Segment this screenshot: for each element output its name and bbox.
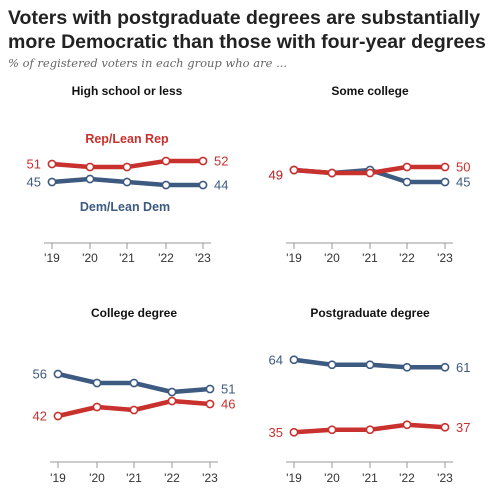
x-tick-label: '20 [89,471,105,485]
panel-title: Some college [331,84,409,98]
value-label-start: 35 [269,425,283,440]
data-point-rep [327,425,337,435]
data-point-dem [198,180,208,190]
data-point-rep [85,162,95,172]
value-label-start: 64 [269,352,283,367]
data-point-rep [402,420,412,430]
panel-title: Postgraduate degree [310,306,430,320]
data-point-dem [129,378,139,388]
data-point-dem [327,360,337,370]
data-point-dem [440,362,450,372]
x-tick-label: '19 [44,251,60,265]
data-point-dem [167,387,177,397]
value-label-end: 44 [214,178,228,193]
value-label-start: 56 [33,367,47,382]
data-point-rep [122,162,132,172]
x-tick-label: '23 [195,251,211,265]
data-point-rep [440,162,450,172]
data-point-rep [365,425,375,435]
value-label-start: 51 [27,157,41,172]
x-tick-label: '23 [202,471,218,485]
x-tick-label: '21 [119,251,135,265]
value-label-end: 46 [221,397,235,412]
value-label-end: 51 [221,382,235,397]
data-point-rep [198,156,208,166]
chart-subtitle: % of registered voters in each group who… [8,56,288,70]
data-point-rep [327,168,337,178]
data-point-dem [122,177,132,187]
data-point-dem [85,174,95,184]
data-point-rep [402,162,412,172]
value-label-start: 45 [27,175,41,190]
x-tick-label: '22 [158,251,174,265]
x-tick-label: '22 [399,471,415,485]
x-tick-label: '19 [286,471,302,485]
x-tick-label: '22 [399,251,415,265]
x-tick-label: '23 [437,471,453,485]
data-point-dem [205,384,215,394]
data-point-rep [167,396,177,406]
x-tick-label: '19 [50,471,66,485]
value-label-end: 52 [214,154,228,169]
value-label-end: 50 [456,160,470,175]
panel-3: College degree '19 '20 '21 '22 '23 56 51 42 46 [33,306,236,485]
value-label-end: 61 [456,360,470,375]
data-point-dem [289,355,299,365]
data-point-rep [92,402,102,412]
data-point-rep [161,156,171,166]
data-point-dem [53,369,63,379]
panel-1: High school or less '19 '20 '21 '22 '23 45 44 51… [27,84,229,265]
x-tick-label: '21 [362,471,378,485]
data-point-dem [402,362,412,372]
data-point-rep [47,159,57,169]
value-label-end: 45 [456,175,470,190]
data-point-rep [129,405,139,415]
x-tick-label: '21 [362,251,378,265]
data-point-dem [92,378,102,388]
value-label-end: 37 [456,420,470,435]
chart-title: Voters with postgraduate degrees are sub… [8,7,486,53]
data-point-dem [365,360,375,370]
panel-title: High school or less [72,84,183,98]
data-point-rep [53,411,63,421]
x-tick-label: '19 [286,251,302,265]
panel-4: Postgraduate degree '19 '20 '21 '22 '23 64 61 35… [269,306,471,485]
x-tick-label: '22 [164,471,180,485]
value-label-start: 49 [269,168,283,183]
data-point-dem [47,177,57,187]
value-label-start: 42 [33,409,47,424]
x-tick-label: '21 [126,471,142,485]
x-tick-label: '20 [324,251,340,265]
data-point-rep [289,165,299,175]
x-tick-label: '23 [437,251,453,265]
data-point-dem [402,177,412,187]
data-point-rep [205,399,215,409]
series-label-rep: Rep/Lean Rep [85,132,169,146]
data-point-rep [440,422,450,432]
x-tick-label: '20 [82,251,98,265]
data-point-rep [289,427,299,437]
x-tick-label: '20 [324,471,340,485]
panel-title: College degree [91,306,177,320]
data-point-dem [440,177,450,187]
value-label-start: 49 [269,168,283,183]
data-point-dem [161,180,171,190]
data-point-rep [365,168,375,178]
series-label-dem: Dem/Lean Dem [80,200,170,214]
